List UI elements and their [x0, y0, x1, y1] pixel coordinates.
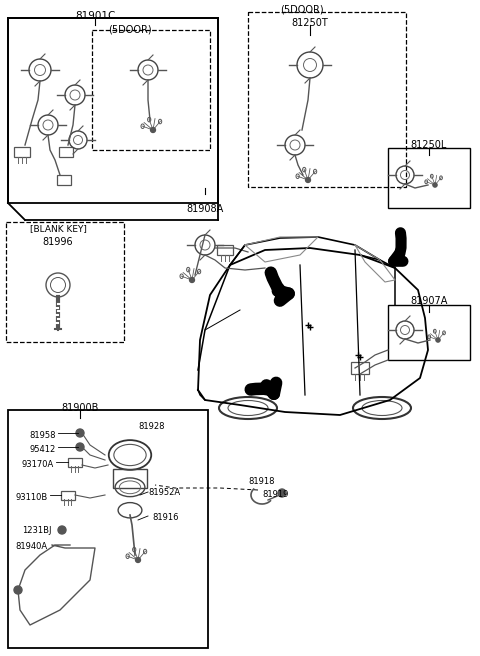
- Circle shape: [278, 489, 286, 497]
- Text: 81250L: 81250L: [411, 140, 447, 150]
- Text: 81250T: 81250T: [292, 18, 328, 28]
- Bar: [61, 491, 75, 500]
- Text: 81918: 81918: [248, 477, 275, 486]
- Text: 81901C: 81901C: [75, 11, 115, 21]
- Circle shape: [58, 526, 66, 534]
- Bar: [59, 147, 73, 157]
- Bar: [6, 222, 124, 342]
- Text: (5DOOR): (5DOOR): [108, 25, 152, 35]
- Circle shape: [305, 177, 311, 182]
- Text: 81996: 81996: [43, 237, 73, 247]
- Circle shape: [433, 183, 437, 187]
- Circle shape: [436, 338, 440, 342]
- Bar: [68, 458, 82, 467]
- Text: [BLANK KEY]: [BLANK KEY]: [30, 224, 86, 233]
- Circle shape: [76, 443, 84, 451]
- Bar: [351, 362, 369, 374]
- Text: 81958: 81958: [29, 431, 56, 440]
- Text: 81952A: 81952A: [148, 488, 180, 497]
- Circle shape: [76, 429, 84, 437]
- Circle shape: [14, 586, 22, 594]
- Circle shape: [190, 277, 194, 283]
- Circle shape: [150, 127, 156, 133]
- Bar: [14, 147, 30, 157]
- Text: 93110B: 93110B: [16, 493, 48, 502]
- Text: 1231BJ: 1231BJ: [23, 526, 52, 535]
- Bar: [113, 470, 147, 488]
- Text: 81916: 81916: [152, 513, 179, 522]
- Bar: [92, 30, 210, 150]
- Text: 81940A: 81940A: [16, 542, 48, 551]
- Text: 81928: 81928: [138, 422, 165, 431]
- Text: 81900B: 81900B: [61, 403, 99, 413]
- FancyArrowPatch shape: [394, 233, 403, 261]
- Bar: [57, 175, 71, 185]
- Text: (5DOOR): (5DOOR): [280, 5, 324, 15]
- Bar: [388, 305, 470, 360]
- Text: 81908A: 81908A: [186, 204, 224, 214]
- FancyArrowPatch shape: [251, 383, 276, 394]
- Text: 81919: 81919: [262, 490, 288, 499]
- Text: 95412: 95412: [30, 445, 56, 454]
- Text: 81907A: 81907A: [410, 296, 448, 306]
- FancyArrowPatch shape: [271, 273, 288, 300]
- Bar: [248, 12, 406, 187]
- Bar: [8, 410, 208, 648]
- Circle shape: [135, 558, 141, 563]
- Text: 93170A: 93170A: [22, 460, 54, 469]
- Bar: [388, 148, 470, 208]
- Bar: [8, 18, 218, 203]
- Bar: [217, 245, 233, 255]
